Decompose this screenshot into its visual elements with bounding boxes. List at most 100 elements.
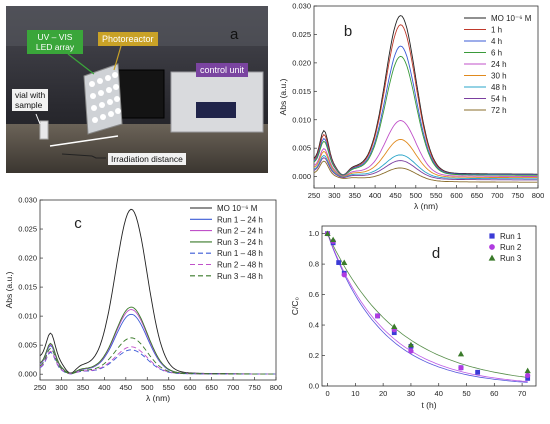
y-tick-label: 0.6 <box>309 290 319 299</box>
legend-label: Run 2 <box>500 243 522 252</box>
legend-label: Run 1 <box>500 232 522 241</box>
legend-label: 24 h <box>491 60 507 69</box>
series-line-0 <box>313 15 538 176</box>
data-point <box>341 272 347 278</box>
series-line-5 <box>313 138 538 179</box>
x-tick-label: 0 <box>325 389 329 398</box>
legend-label: Run 2 – 24 h <box>217 227 263 236</box>
series-line-5 <box>39 346 276 375</box>
legend-label: Run 1 – 24 h <box>217 215 263 224</box>
legend-label: Run 1 – 48 h <box>217 249 263 258</box>
vial-label: vial with sample <box>12 89 49 111</box>
data-point <box>475 369 481 375</box>
y-tick-label: 0.005 <box>18 341 37 350</box>
photoreactor-label: Photoreactor <box>98 32 158 46</box>
y-tick-label: 0.4 <box>309 321 319 330</box>
series-line-4 <box>313 120 538 177</box>
y-tick-label: 0.020 <box>18 254 37 263</box>
x-axis-label: t (h) <box>421 400 436 410</box>
data-point <box>391 323 398 329</box>
panel-letter-a: a <box>230 26 239 43</box>
series-line-2 <box>39 309 276 375</box>
legend-label: 6 h <box>491 49 502 58</box>
x-tick-label: 750 <box>511 191 524 200</box>
x-tick-label: 550 <box>430 191 443 200</box>
photoreactor-photo: UV – VIS LED array Photoreactor control u… <box>6 6 268 173</box>
legend-label: 54 h <box>491 95 507 104</box>
legend-label: MO 10⁻⁶ M <box>491 14 532 23</box>
fit-curve-2 <box>327 233 528 378</box>
data-point <box>525 372 531 378</box>
x-tick-label: 600 <box>450 191 463 200</box>
legend-label: Run 3 <box>500 254 522 263</box>
legend-label: MO 10⁻⁶ M <box>217 204 258 213</box>
data-point <box>524 367 531 374</box>
legend-label: 4 h <box>491 37 502 46</box>
x-tick-label: 500 <box>410 191 423 200</box>
series-line-3 <box>313 55 538 176</box>
y-tick-label: 0.000 <box>292 172 311 181</box>
chart-b: 250 300 350 400 450 500 550 600 650 700 750 800 0.00… <box>278 2 544 212</box>
y-tick-label: 0.010 <box>292 115 311 124</box>
x-tick-label: 70 <box>518 389 526 398</box>
x-tick-label: 800 <box>270 383 282 392</box>
data-point <box>525 375 531 381</box>
data-point <box>407 341 415 348</box>
y-tick-label: 0.0 <box>309 382 319 391</box>
y-tick-label: 0.025 <box>292 30 311 39</box>
series-line-7 <box>313 157 538 181</box>
series-line-2 <box>313 45 538 176</box>
data-point <box>408 348 414 354</box>
panel-letter-b: b <box>344 23 352 40</box>
legend-label: 72 h <box>491 106 507 115</box>
y-tick-label: 0.020 <box>292 58 311 67</box>
legend-label: 30 h <box>491 72 507 81</box>
led-label: UV – VIS LED array <box>27 30 83 54</box>
x-tick-label: 450 <box>120 383 133 392</box>
x-tick-label: 300 <box>55 383 68 392</box>
plot-frame <box>313 5 539 189</box>
data-point <box>374 313 381 319</box>
chart-c: 250 300 350 400 450 500 550 600 650 700 750 800 0.00… <box>4 196 282 404</box>
legend-marker <box>488 254 496 261</box>
y-tick-label: 0.2 <box>309 351 319 360</box>
distance-label: Irradiation distance <box>108 153 186 165</box>
x-tick-label: 650 <box>471 191 484 200</box>
data-point <box>457 350 465 357</box>
y-axis-label: Abs (a.u.) <box>278 78 288 115</box>
data-point <box>458 365 464 371</box>
x-tick-label: 500 <box>141 383 154 392</box>
fit-curve-0 <box>327 233 528 383</box>
y-tick-label: 0.015 <box>292 87 311 96</box>
y-tick-label: 1.0 <box>309 229 319 238</box>
plot-frame <box>321 225 537 387</box>
x-tick-label: 30 <box>407 389 415 398</box>
x-tick-label: 450 <box>389 191 402 200</box>
x-tick-label: 20 <box>379 389 387 398</box>
chart-d: 0 10 20 30 40 50 60 70 0.0 0.2 0.4 0.6 0.8 1.0 t (h) C/… <box>290 225 537 410</box>
series-line-8 <box>313 160 538 183</box>
x-tick-label: 250 <box>308 191 321 200</box>
x-tick-label: 550 <box>162 383 175 392</box>
x-tick-label: 250 <box>34 383 47 392</box>
y-tick-label: 0.025 <box>18 225 37 234</box>
legend-label: 1 h <box>491 26 502 35</box>
plot-frame <box>39 199 277 381</box>
x-tick-label: 50 <box>462 389 470 398</box>
legend-marker <box>489 233 495 239</box>
legend-label: Run 2 – 48 h <box>217 261 263 270</box>
data-point <box>329 236 337 243</box>
y-tick-label: 0.010 <box>18 312 37 321</box>
control-unit-box <box>170 71 264 133</box>
y-tick-label: 0.005 <box>292 144 311 153</box>
x-tick-label: 300 <box>328 191 341 200</box>
legend-marker <box>489 244 495 250</box>
panel-letter-d: d <box>432 245 440 262</box>
x-tick-label: 350 <box>77 383 90 392</box>
y-tick-label: 0.030 <box>292 2 311 11</box>
data-point <box>336 260 342 265</box>
data-point <box>324 230 331 237</box>
data-point <box>341 259 348 265</box>
x-tick-label: 700 <box>491 191 504 200</box>
x-tick-label: 600 <box>184 383 197 392</box>
